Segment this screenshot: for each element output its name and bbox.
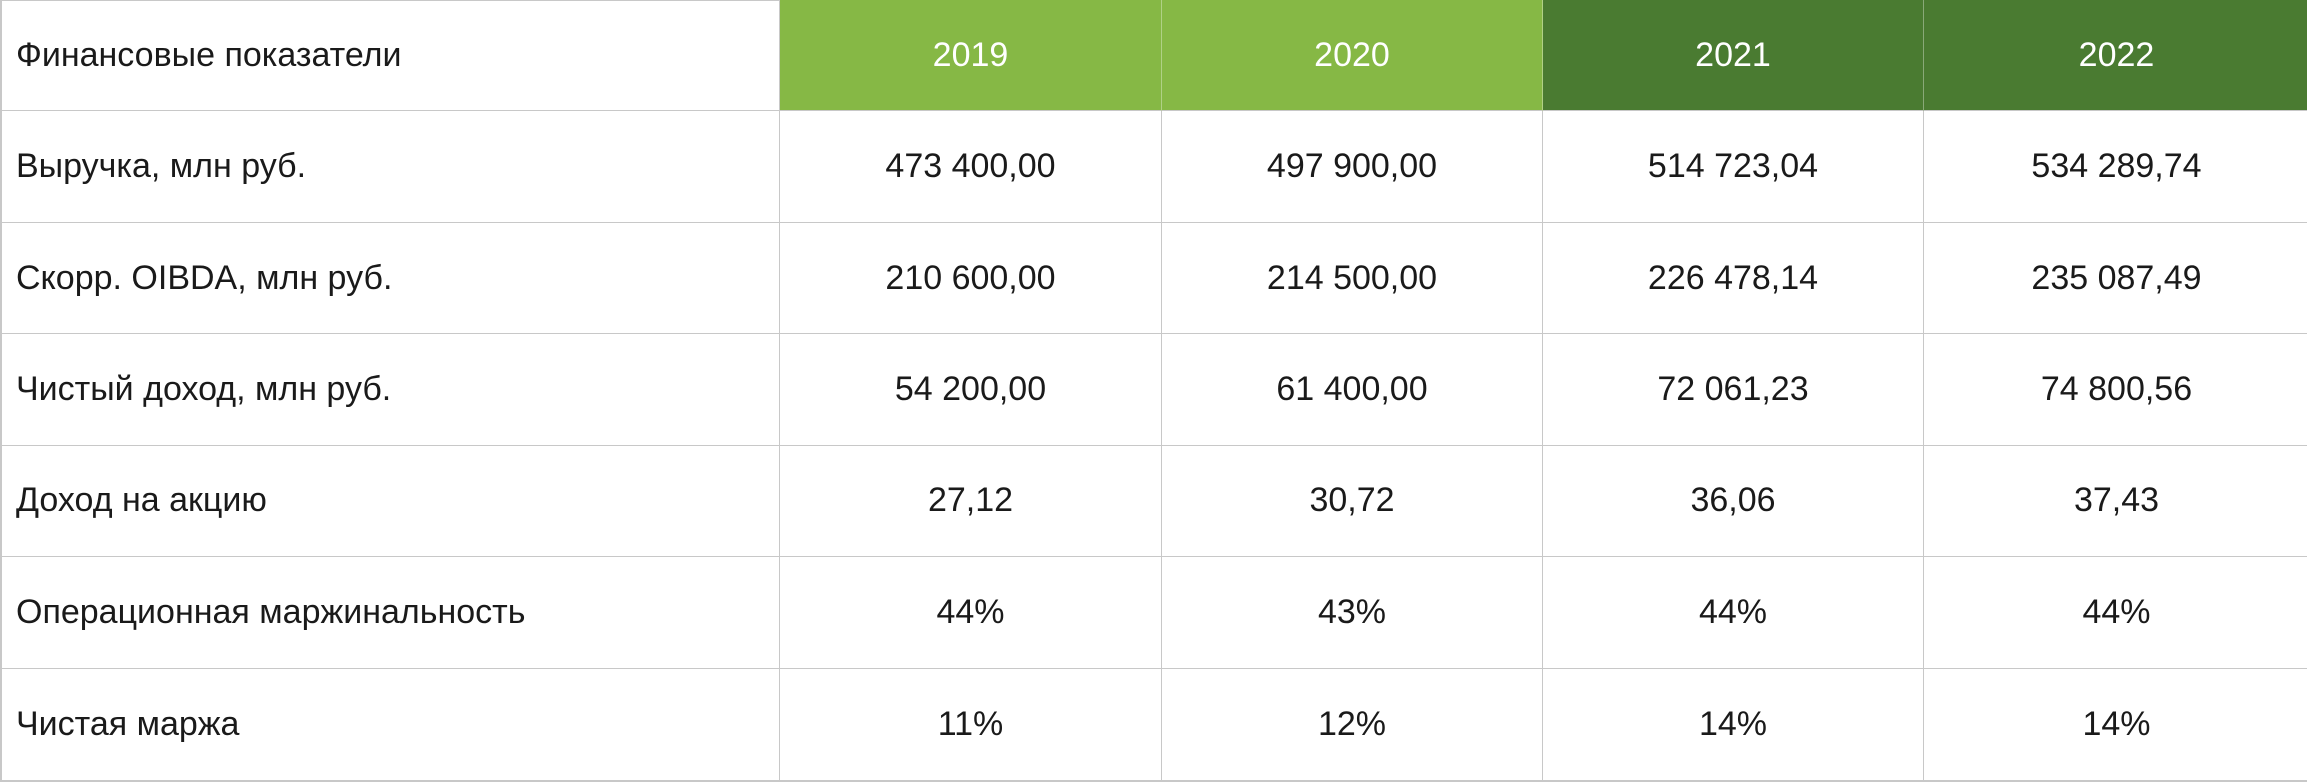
row-label-net-income: Чистый доход, млн руб. bbox=[2, 334, 780, 446]
cell-operating-margin-2019: 44% bbox=[780, 557, 1162, 669]
cell-net-income-2022: 74 800,56 bbox=[1924, 334, 2307, 446]
cell-net-margin-2020: 12% bbox=[1162, 668, 1543, 780]
cell-adj-oibda-2022: 235 087,49 bbox=[1924, 223, 2307, 335]
cell-net-income-2020: 61 400,00 bbox=[1162, 334, 1543, 446]
row-label-operating-margin: Операционная маржинальность bbox=[2, 557, 780, 669]
cell-eps-2020: 30,72 bbox=[1162, 445, 1543, 558]
row-label-revenue: Выручка, млн руб. bbox=[2, 111, 780, 223]
year-header-2019: 2019 bbox=[780, 0, 1162, 112]
year-header-2022: 2022 bbox=[1924, 0, 2307, 112]
row-label-adj-oibda: Скорр. OIBDA, млн руб. bbox=[2, 222, 780, 335]
year-header-2020: 2020 bbox=[1162, 0, 1543, 112]
cell-revenue-2020: 497 900,00 bbox=[1162, 111, 1543, 223]
year-header-2021: 2021 bbox=[1543, 0, 1924, 112]
cell-net-margin-2021: 14% bbox=[1543, 668, 1924, 780]
cell-net-income-2021: 72 061,23 bbox=[1543, 334, 1924, 446]
cell-eps-2019: 27,12 bbox=[780, 445, 1162, 558]
header-label: Финансовые показатели bbox=[16, 36, 402, 75]
cell-revenue-2019: 473 400,00 bbox=[780, 111, 1162, 223]
cell-eps-2022: 37,43 bbox=[1924, 446, 2307, 558]
cell-operating-margin-2022: 44% bbox=[1924, 557, 2307, 669]
cell-adj-oibda-2020: 214 500,00 bbox=[1162, 222, 1543, 335]
cell-revenue-2022: 534 289,74 bbox=[1924, 111, 2307, 223]
cell-adj-oibda-2021: 226 478,14 bbox=[1543, 222, 1924, 335]
row-label-net-margin: Чистая маржа bbox=[2, 668, 780, 780]
header-label-cell: Финансовые показатели bbox=[2, 0, 780, 112]
cell-operating-margin-2021: 44% bbox=[1543, 557, 1924, 669]
row-label-eps: Доход на акцию bbox=[2, 445, 780, 558]
cell-operating-margin-2020: 43% bbox=[1162, 557, 1543, 669]
cell-adj-oibda-2019: 210 600,00 bbox=[780, 222, 1162, 335]
cell-net-margin-2019: 11% bbox=[780, 668, 1162, 780]
cell-revenue-2021: 514 723,04 bbox=[1543, 111, 1924, 223]
cell-eps-2021: 36,06 bbox=[1543, 445, 1924, 558]
cell-net-income-2019: 54 200,00 bbox=[780, 334, 1162, 446]
cell-net-margin-2022: 14% bbox=[2082, 704, 2151, 743]
